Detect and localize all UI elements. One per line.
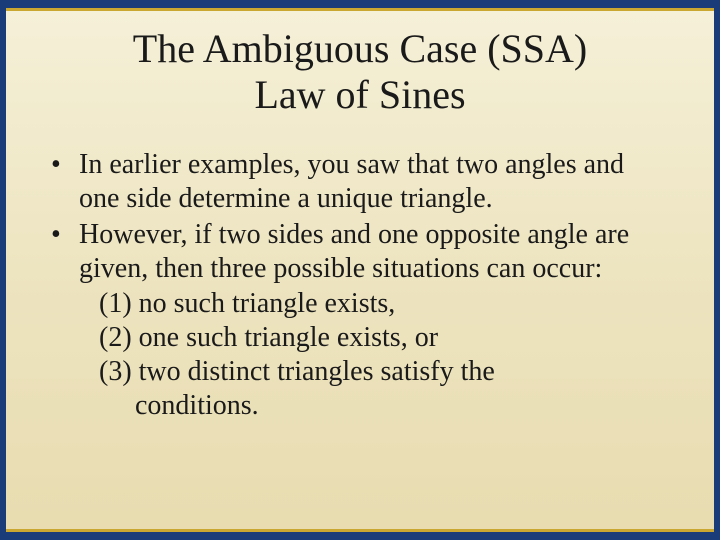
sub-item-3: (3) two distinct triangles satisfy the	[79, 355, 669, 389]
bullet-item: • However, if two sides and one opposite…	[51, 218, 669, 423]
bullet-intro: However, if two sides and one opposite a…	[79, 218, 669, 286]
sub-item-2: (2) one such triangle exists, or	[79, 321, 669, 355]
bullet-text-group: However, if two sides and one opposite a…	[79, 218, 669, 423]
sub-item-3-cont: conditions.	[79, 389, 669, 423]
slide-body: • In earlier examples, you saw that two …	[6, 118, 714, 423]
bullet-marker: •	[51, 148, 79, 216]
bullet-text: In earlier examples, you saw that two an…	[79, 148, 669, 216]
sub-item-1: (1) no such triangle exists,	[79, 287, 669, 321]
title-line-2: Law of Sines	[6, 72, 714, 118]
title-line-1: The Ambiguous Case (SSA)	[6, 26, 714, 72]
slide-title: The Ambiguous Case (SSA) Law of Sines	[6, 8, 714, 118]
bullet-item: • In earlier examples, you saw that two …	[51, 148, 669, 216]
bullet-marker: •	[51, 218, 79, 423]
slide-container: The Ambiguous Case (SSA) Law of Sines • …	[0, 0, 720, 540]
